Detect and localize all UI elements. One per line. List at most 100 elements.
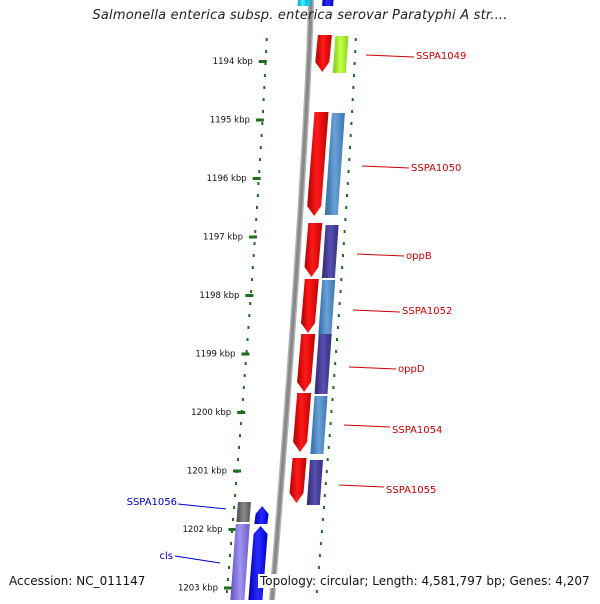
guide-dot [354,38,357,41]
label-leader-line [352,309,401,313]
ruler-tick-label: 1200 kbp [191,408,231,418]
ruler-tick [237,411,246,414]
gene-partial-cyan [297,0,308,6]
gene-features [230,0,349,600]
guide-dot [342,254,344,257]
backbone-line-core [270,0,313,601]
label-leader-line [361,165,410,169]
guide-dot [326,458,329,461]
gene-forward-outer [318,280,336,334]
guide-dot [242,386,245,389]
guide-dot [256,206,258,209]
guide-dot [263,74,266,77]
guide-dot [338,302,341,305]
guide-dot [256,194,259,197]
guide-dot [259,146,262,149]
guide-dot [230,542,232,545]
gene-forward-outer [321,225,339,278]
genome-backbone [269,0,314,601]
label-leader-line [348,366,397,370]
guide-dot [253,242,256,245]
label-leader-line [356,253,405,257]
gene-forward-outer [324,113,345,215]
guide-dot [254,230,257,233]
gene-forward-inner [304,223,323,277]
gene-label: SSPA1049 [416,51,466,62]
gene-forward-inner [301,279,319,333]
label-leader-line [177,503,227,510]
guide-dot [241,398,244,401]
guide-dot [343,230,346,233]
guide-dot [317,566,320,569]
gene-forward-inner [297,334,316,392]
gene-forward-inner [315,35,332,72]
guide-dot [347,170,350,173]
ruler-tick-label: 1199 kbp [195,350,235,360]
ruler-tick-label: 1203 kbp [178,584,218,594]
gene-labels: SSPA1049 SSPA1050 oppB SSPA1052 oppD SSPA1054… [127,51,466,564]
guide-dot [238,446,240,449]
guide-dot [246,338,249,341]
track-guides [225,38,357,593]
guide-dot [328,434,331,437]
guide-dot [352,86,355,89]
guide-dot [265,38,268,41]
guide-dot [325,470,328,473]
guide-dot [251,266,254,269]
guide-dot [345,206,348,209]
guide-dot [261,122,264,125]
guide-dot [341,266,344,269]
ruler-tick [258,60,267,63]
ruler-tick [252,177,261,180]
gene-reverse-outer [230,524,250,600]
gene-label: SSPA1055 [386,485,436,496]
topology-text: Topology: circular; Length: 4,581,797 bp… [258,574,592,588]
guide-dot [351,98,354,101]
guide-dot [234,494,237,497]
guide-dot [336,326,339,329]
gene-forward-outer [314,334,332,394]
guide-dot [259,158,262,161]
kbp-ruler: 1194 kbp 1195 kbp 1196 kbp 1197 kbp 1198 kbp… [178,57,267,594]
gene-forward-outer [306,460,323,505]
ruler-tick [255,118,264,122]
guide-dot [250,290,253,293]
guide-dot [265,50,268,53]
guide-dot [348,158,351,161]
ruler-tick-label: 1197 kbp [203,233,243,243]
guide-dot [342,242,345,245]
ruler-tick-label: 1194 kbp [213,57,253,67]
gene-partial-blue [322,0,334,6]
gene-label: SSPA1050 [411,163,461,174]
guide-dot [229,554,231,557]
guide-dot [321,518,324,521]
label-leader-line [365,54,415,58]
guide-dot [315,590,318,593]
guide-dot [354,50,357,53]
guide-dot [225,590,228,593]
gene-label: SSPA1054 [392,425,442,436]
guide-dot [233,506,236,509]
gene-forward-inner [289,458,307,503]
ruler-tick [249,235,258,239]
guide-dot [331,398,334,401]
guide-dot [263,86,266,89]
gene-forward-outer [310,396,328,454]
gene-label: SSPA1056 [127,497,177,508]
gene-reverse-inner [254,506,269,524]
guide-dot [258,170,261,173]
guide-dot [319,542,322,545]
gene-reverse-inner [248,526,268,600]
ruler-tick-label: 1198 kbp [199,291,239,301]
guide-dot [322,506,325,509]
guide-dot [340,278,343,281]
guide-dot [349,146,351,149]
guide-dot [237,458,239,461]
ruler-tick [233,469,241,473]
guide-dot [346,182,349,185]
gene-forward-inner [307,112,329,216]
label-leader-line [338,484,385,488]
guide-dot [228,566,230,569]
